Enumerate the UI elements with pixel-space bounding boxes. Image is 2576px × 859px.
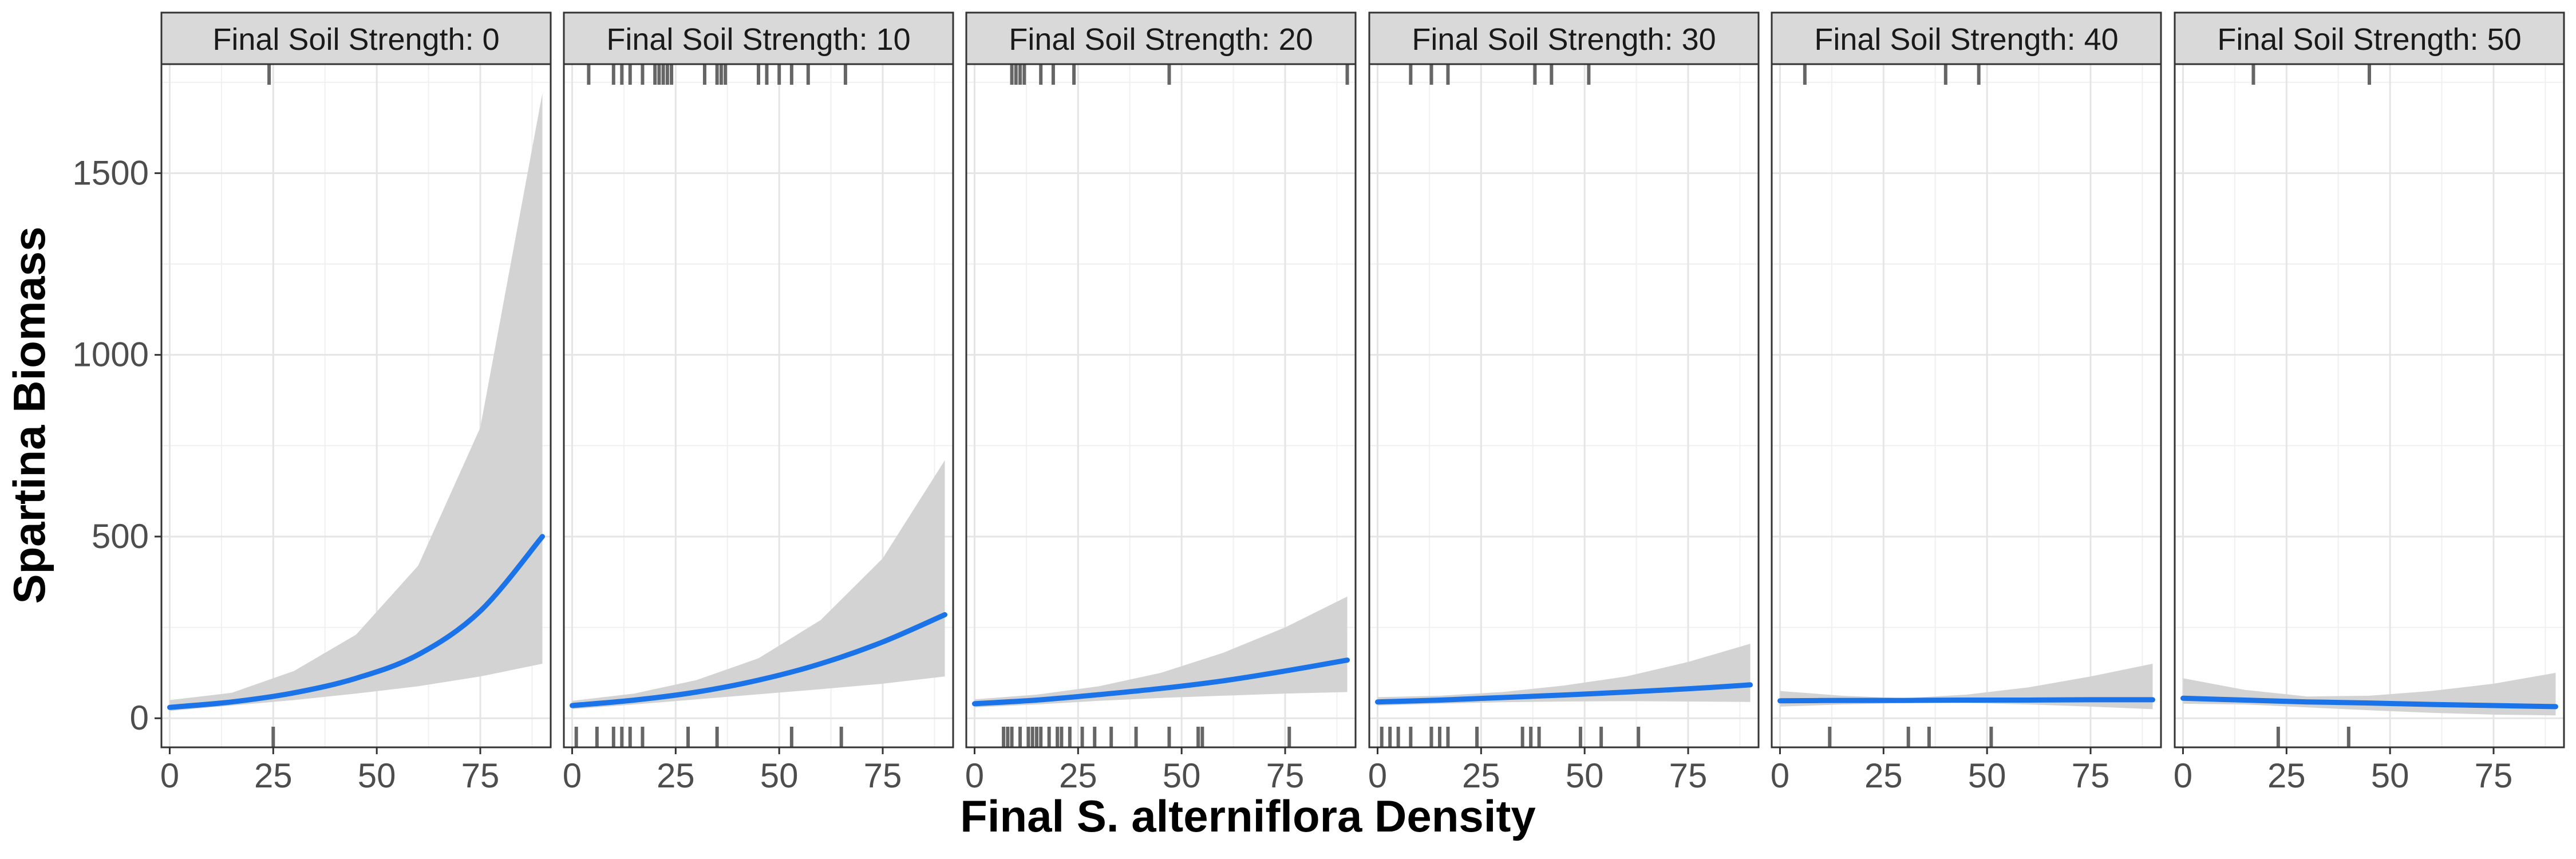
facet-strip xyxy=(1771,11,2162,65)
x-tick-label: 0 xyxy=(563,756,582,795)
y-tick-label: 1000 xyxy=(73,336,149,374)
facet-strip-label: Final Soil Strength: 50 xyxy=(2217,22,2521,57)
x-tick-label: 50 xyxy=(1968,756,2006,795)
panel-border xyxy=(2174,63,2565,748)
x-tick-label: 75 xyxy=(1669,756,1708,795)
y-tick-label: 0 xyxy=(130,699,149,737)
facet-strip-label: Final Soil Strength: 30 xyxy=(1412,22,1716,57)
x-axis-title: Final S. alterniflora Density xyxy=(960,791,1536,841)
facet-strip xyxy=(563,11,954,65)
panel-border xyxy=(1368,63,1760,748)
x-tick-label: 0 xyxy=(1771,756,1789,795)
facet-strip xyxy=(965,11,1357,65)
x-tick-label: 75 xyxy=(461,756,500,795)
fitted-line xyxy=(972,657,1350,707)
x-tick-label: 0 xyxy=(1368,756,1387,795)
confidence-ribbon xyxy=(572,460,945,710)
x-tick-label: 25 xyxy=(1864,756,1903,795)
panel-border xyxy=(1771,63,2162,748)
facet-strip-label: Final Soil Strength: 0 xyxy=(212,22,499,57)
facet-panel: Final Soil Strength: 50 0 25 50 75 xyxy=(2174,11,2565,795)
x-tick-label: 0 xyxy=(160,756,179,795)
x-tick-label: 50 xyxy=(1163,756,1201,795)
facet-panel: Final Soil Strength: 10 0 25 50 75 xyxy=(563,11,954,795)
fitted-line xyxy=(1375,682,1753,705)
facet-strip xyxy=(2174,11,2565,65)
confidence-ribbon xyxy=(169,93,543,711)
panel-background xyxy=(1772,64,2161,747)
fitted-line xyxy=(570,612,947,708)
fitted-line xyxy=(1777,697,2155,704)
facet-panel: Final Soil Strength: 0 0 25 50 75 xyxy=(160,11,552,795)
x-tick-label: 50 xyxy=(2371,756,2409,795)
facet-panel: Final Soil Strength: 30 0 25 50 75 xyxy=(1368,11,1760,795)
x-tick-label: 25 xyxy=(657,756,695,795)
x-tick-label: 75 xyxy=(2475,756,2513,795)
facet-strip xyxy=(160,11,552,65)
x-tick-label: 75 xyxy=(2072,756,2110,795)
facet-strip xyxy=(1368,11,1760,65)
x-tick-label: 25 xyxy=(254,756,293,795)
panel-border xyxy=(965,63,1357,748)
x-tick-label: 75 xyxy=(864,756,902,795)
y-tick-label: 500 xyxy=(92,517,149,555)
x-tick-label: 50 xyxy=(358,756,396,795)
panel-background xyxy=(2175,64,2564,747)
x-tick-label: 25 xyxy=(1462,756,1500,795)
confidence-ribbon xyxy=(974,596,1348,708)
x-tick-label: 50 xyxy=(760,756,799,795)
x-tick-label: 25 xyxy=(1059,756,1097,795)
x-tick-label: 0 xyxy=(2174,756,2192,795)
fitted-line xyxy=(167,534,545,710)
facet-panel: Final Soil Strength: 40 0 25 50 75 xyxy=(1771,11,2162,795)
panel-background xyxy=(1369,64,1759,747)
facet-strip-label: Final Soil Strength: 10 xyxy=(606,22,910,57)
facet-strip-label: Final Soil Strength: 40 xyxy=(1814,22,2118,57)
facet-strip-label: Final Soil Strength: 20 xyxy=(1009,22,1313,57)
facet-panel: Final Soil Strength: 20 0 25 50 75 xyxy=(965,11,1357,795)
panel-border xyxy=(160,63,552,748)
x-tick-label: 50 xyxy=(1566,756,1604,795)
panel-border xyxy=(563,63,954,748)
x-tick-label: 75 xyxy=(1266,756,1305,795)
x-tick-label: 0 xyxy=(965,756,984,795)
y-tick-label: 1500 xyxy=(73,153,149,192)
fitted-line xyxy=(2180,695,2558,710)
x-tick-label: 25 xyxy=(2267,756,2306,795)
y-axis-title: Spartina Biomass xyxy=(4,227,54,604)
